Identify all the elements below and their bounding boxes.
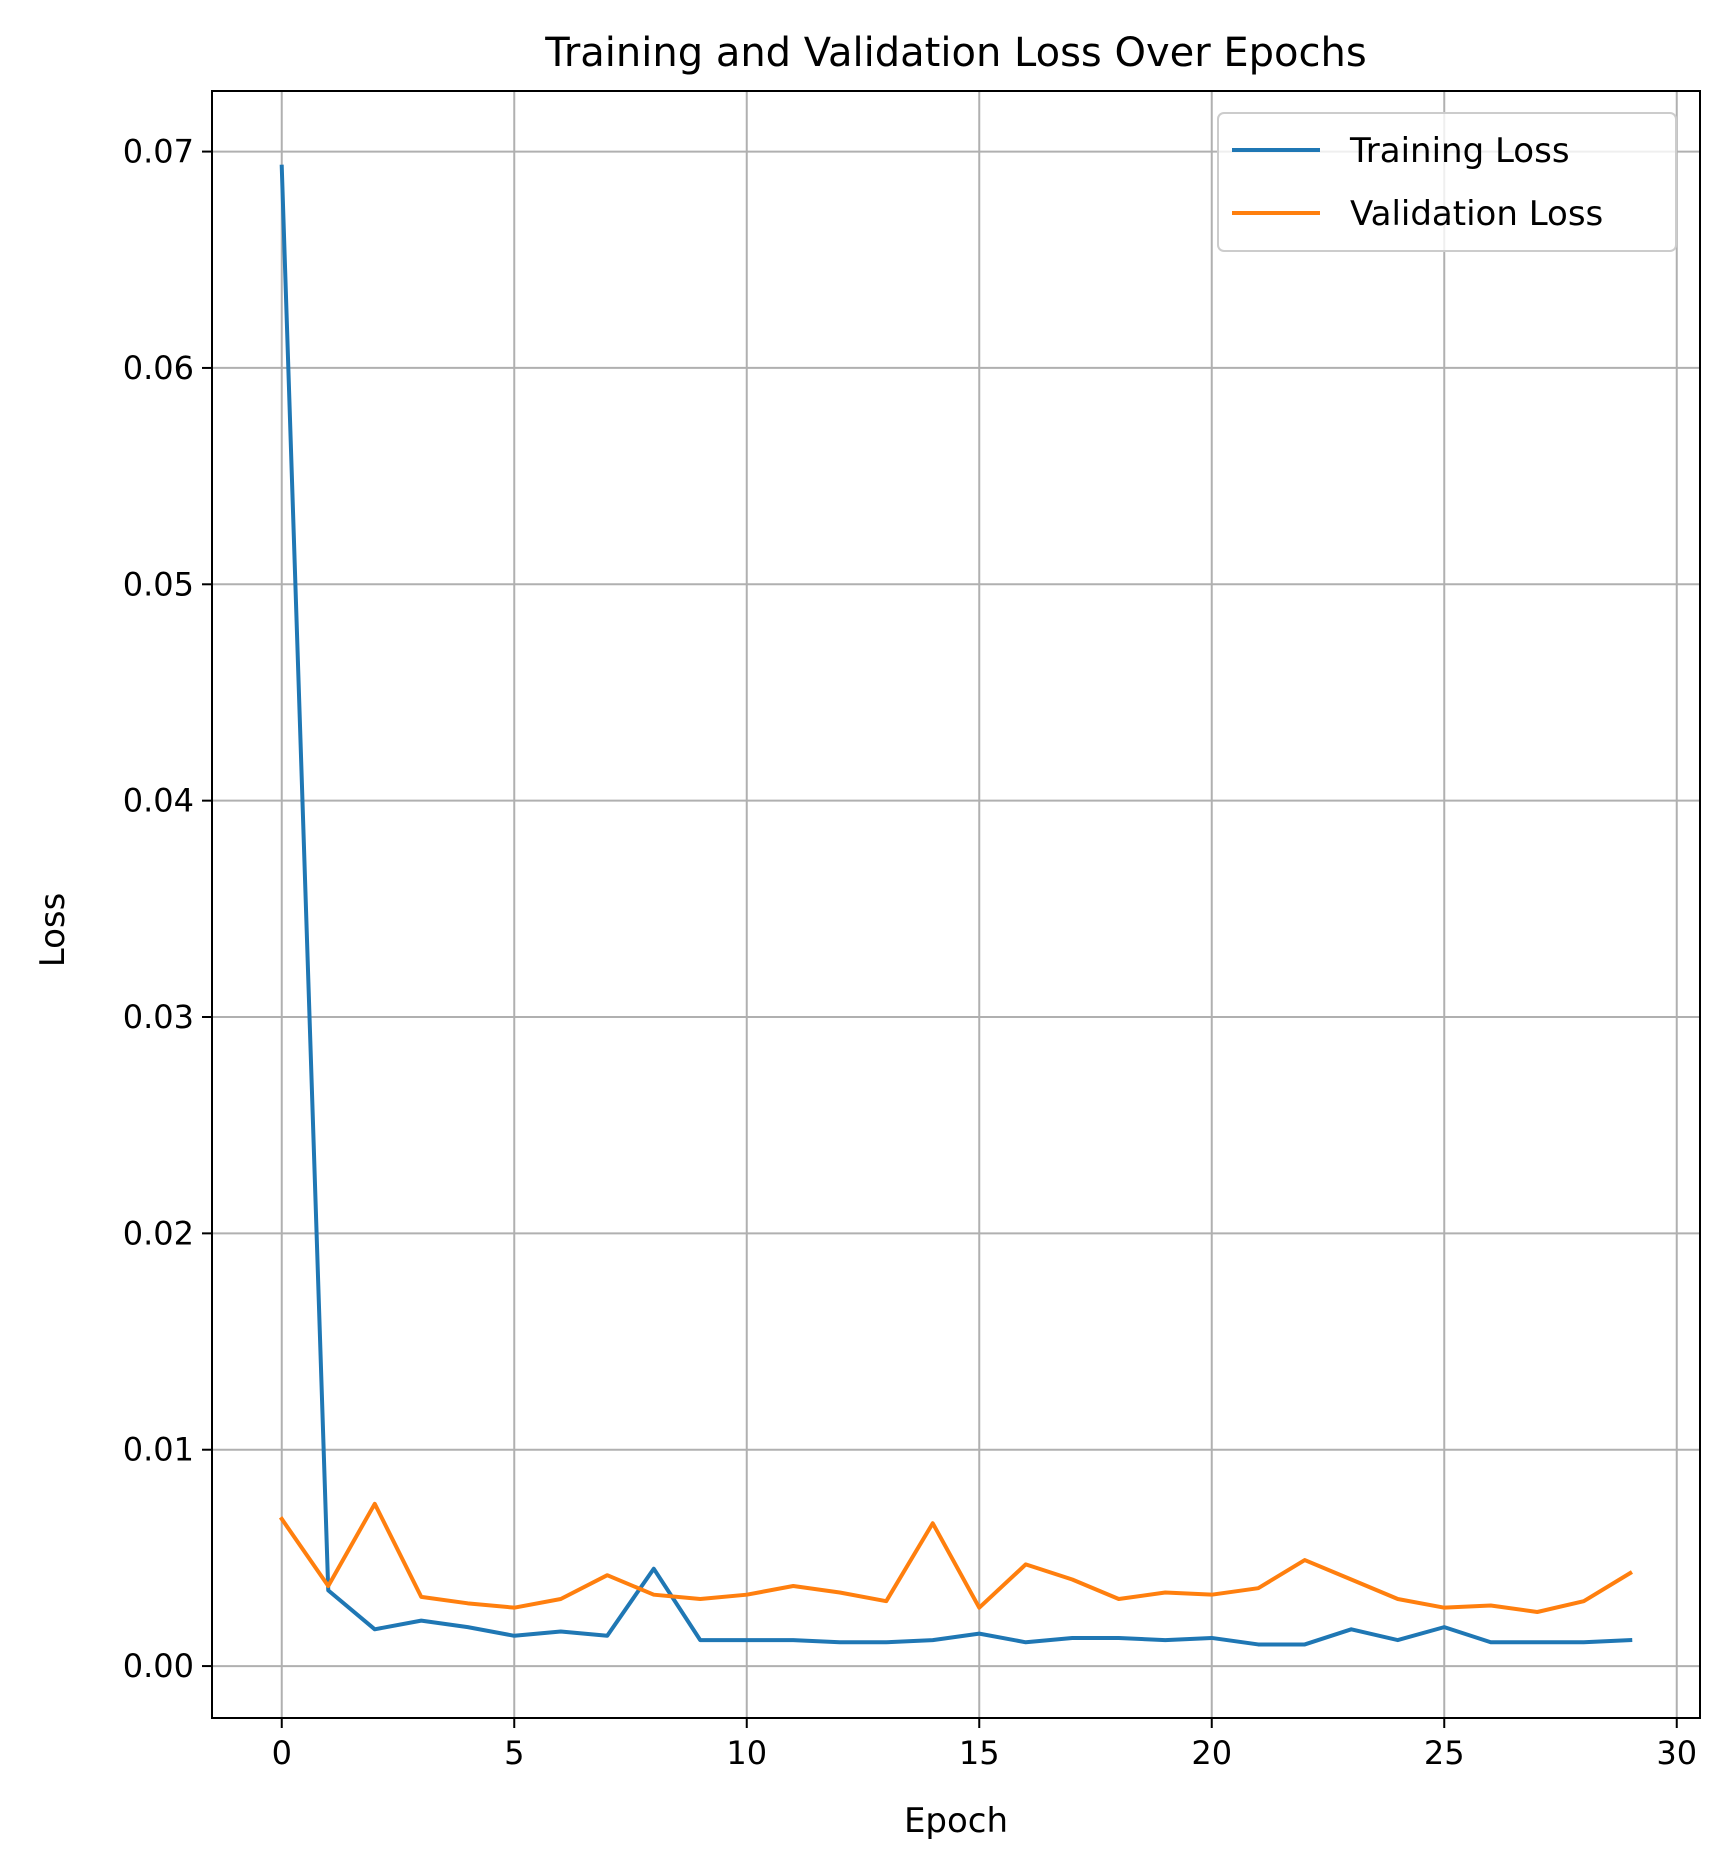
y-tick-label-3: 0.03	[123, 998, 194, 1036]
plot-area: 0 5 10 15 20 25 30 0.00 0.01 0.02 0.03 0.04 0.05 0.06…	[123, 90, 1701, 1772]
legend-box	[1217, 112, 1677, 252]
x-tick-label-3: 15	[959, 1734, 1000, 1772]
y-tick-label-2: 0.02	[123, 1214, 194, 1252]
y-tick-label-7: 0.07	[123, 133, 194, 171]
x-tick-label-6: 30	[1656, 1734, 1697, 1772]
legend-label-1: Validation Loss	[1350, 194, 1603, 234]
x-tick-label-0: 0	[272, 1734, 292, 1772]
x-tick-label-5: 25	[1424, 1734, 1465, 1772]
x-tick-label-2: 10	[726, 1734, 767, 1772]
series-line-training-loss	[279, 164, 1633, 1647]
y-tick-label-1: 0.01	[123, 1431, 194, 1469]
y-tick-label-4: 0.04	[123, 782, 194, 820]
legend: Training Loss Validation Loss	[1217, 112, 1677, 252]
x-tick-label-1: 5	[504, 1734, 524, 1772]
x-axis-label: Epoch	[904, 1801, 1008, 1841]
y-tick-label-5: 0.05	[123, 565, 194, 603]
chart-title: Training and Validation Loss Over Epochs	[544, 30, 1366, 76]
y-axis-label: Loss	[33, 893, 73, 968]
series-line-validation-loss	[278, 1501, 1633, 1614]
x-tick-label-4: 20	[1191, 1734, 1232, 1772]
y-tick-label-6: 0.06	[123, 349, 194, 387]
y-tick-label-0: 0.00	[123, 1647, 194, 1685]
plot-frame	[211, 90, 1701, 1719]
legend-label-0: Training Loss	[1349, 131, 1570, 171]
